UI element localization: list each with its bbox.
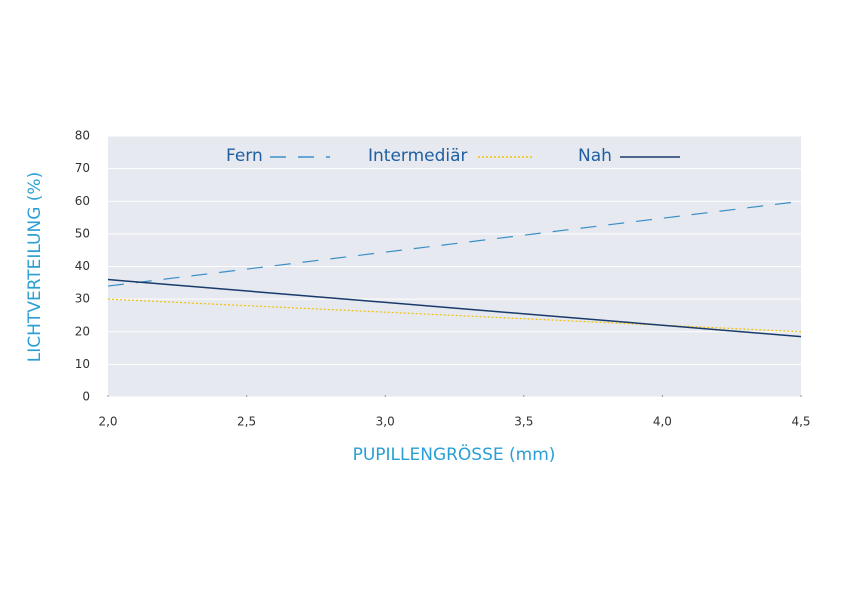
y-tick-label: 40 bbox=[75, 259, 90, 273]
x-tick-label: 2,5 bbox=[237, 415, 256, 429]
x-tick-label: 3,0 bbox=[376, 415, 395, 429]
legend-label: Intermediär bbox=[368, 146, 468, 166]
y-tick-label: 50 bbox=[75, 226, 90, 240]
x-tick-label: 4,0 bbox=[653, 415, 672, 429]
y-tick-label: 10 bbox=[75, 357, 90, 371]
y-axis-title: LICHTVERTEILUNG (%) bbox=[25, 172, 45, 362]
y-tick-label: 0 bbox=[82, 390, 90, 404]
legend-label: Nah bbox=[578, 146, 612, 166]
series-line bbox=[107, 200, 802, 287]
y-tick-label: 80 bbox=[75, 129, 90, 143]
x-tick-label: 3,5 bbox=[514, 415, 533, 429]
y-tick-label: 20 bbox=[75, 324, 90, 338]
x-tick-label: 4,5 bbox=[791, 415, 810, 429]
x-tick-label: 2,0 bbox=[98, 415, 117, 429]
y-tick-label: 60 bbox=[75, 194, 90, 208]
y-tick-label: 30 bbox=[75, 292, 90, 306]
legend-label: Fern bbox=[226, 146, 263, 166]
y-tick-label: 70 bbox=[75, 161, 90, 175]
x-axis-title: PUPILLENGRÖSSE (mm) bbox=[353, 443, 556, 465]
series-line bbox=[107, 278, 802, 338]
